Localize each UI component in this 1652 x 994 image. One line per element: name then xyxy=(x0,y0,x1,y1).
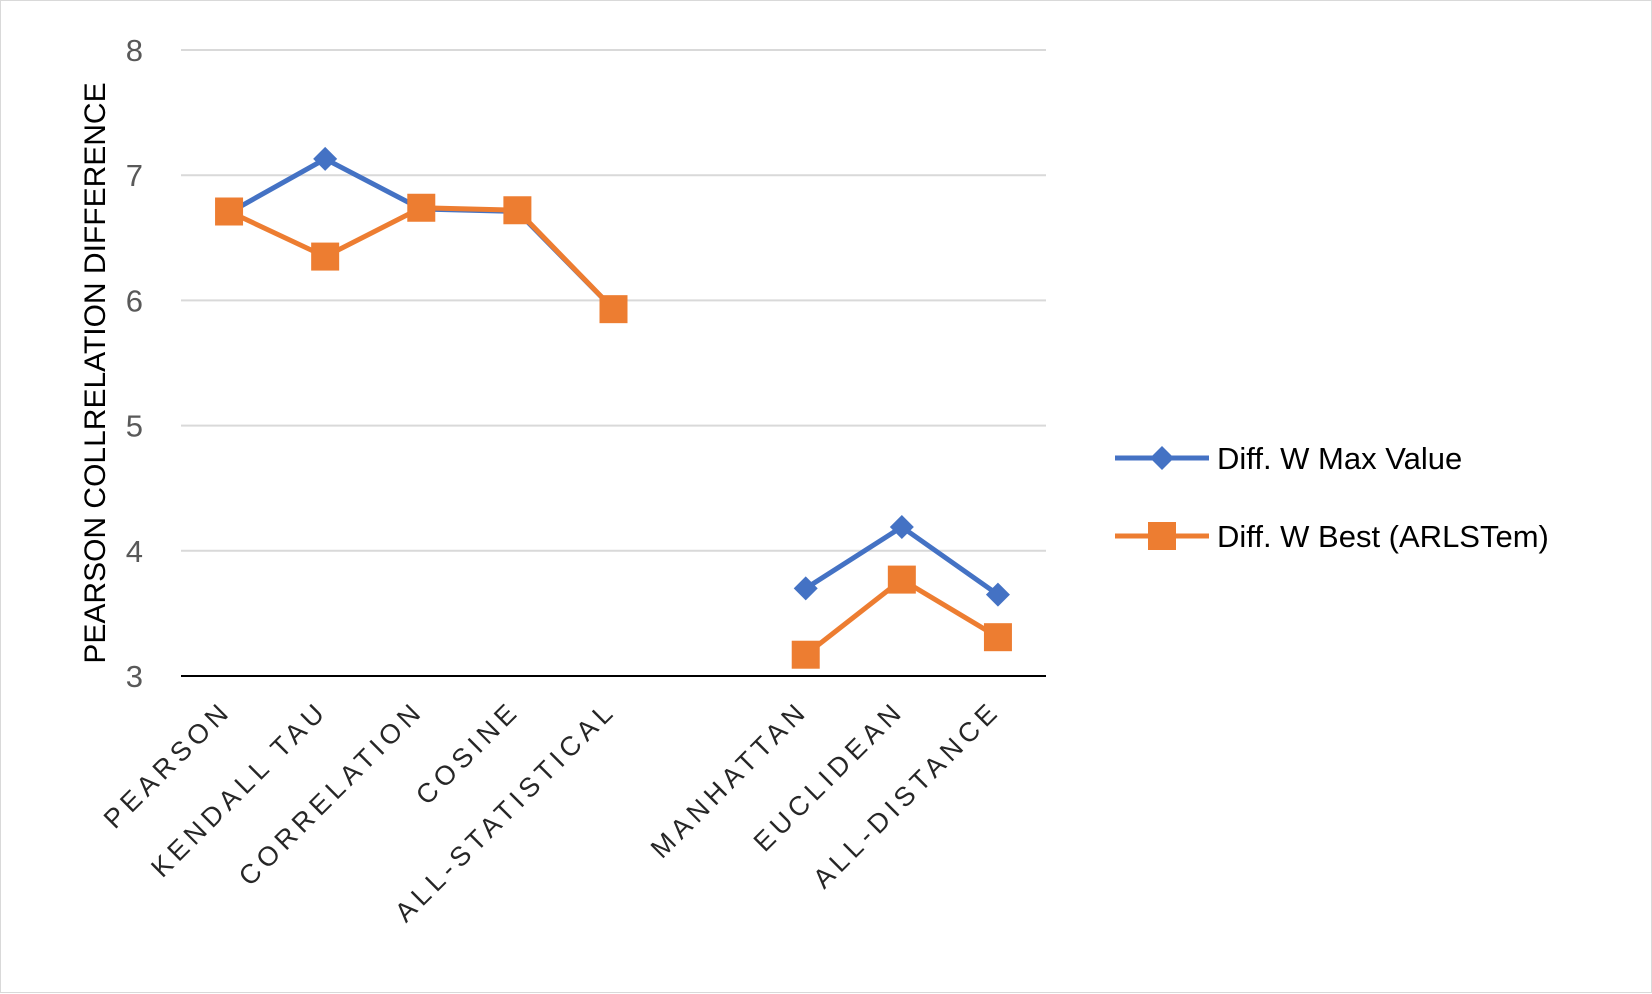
legend-marker xyxy=(1150,446,1174,470)
y-tick-label: 3 xyxy=(126,659,143,694)
data-point xyxy=(311,242,340,271)
gridlines xyxy=(181,49,1046,677)
x-tick-label: KENDALL TAU xyxy=(145,695,333,883)
legend-item: Diff. W Best (ARLSTem) xyxy=(1115,519,1549,554)
legend: Diff. W Max Value Diff. W Best (ARLSTem) xyxy=(1115,441,1549,554)
legend-label: Diff. W Best (ARLSTem) xyxy=(1217,519,1549,554)
legend-marker xyxy=(1148,522,1176,550)
y-tick-label: 5 xyxy=(126,409,143,444)
series-1 xyxy=(217,146,1010,607)
legend-label: Diff. W Max Value xyxy=(1217,441,1462,476)
data-point xyxy=(791,640,820,669)
series-group xyxy=(215,146,1012,669)
data-point xyxy=(983,623,1012,652)
series-line xyxy=(227,205,616,311)
x-tick-label: CORRELATION xyxy=(233,695,430,892)
legend-item: Diff. W Max Value xyxy=(1115,441,1462,476)
y-tick-label: 4 xyxy=(126,534,143,569)
data-point xyxy=(793,576,818,601)
data-point xyxy=(215,197,244,226)
x-tick-label: MANHATTAN xyxy=(645,695,814,864)
y-axis-title: PEARSON COLLRELATION DIFFERENCE xyxy=(79,82,112,663)
x-tick-label: ALL-DISTANCE xyxy=(807,695,1006,894)
series-line xyxy=(227,156,616,311)
data-point xyxy=(503,196,532,225)
data-point xyxy=(887,565,916,594)
data-point xyxy=(985,582,1010,607)
y-tick-label: 6 xyxy=(126,283,143,318)
data-point xyxy=(599,295,628,324)
y-axis-ticks: 3 4 5 6 7 8 xyxy=(126,33,143,694)
data-point xyxy=(407,193,436,222)
y-tick-label: 7 xyxy=(126,158,143,193)
y-tick-label: 8 xyxy=(126,33,143,68)
series-2 xyxy=(215,193,1012,669)
data-point xyxy=(889,515,914,540)
data-point xyxy=(313,146,338,171)
